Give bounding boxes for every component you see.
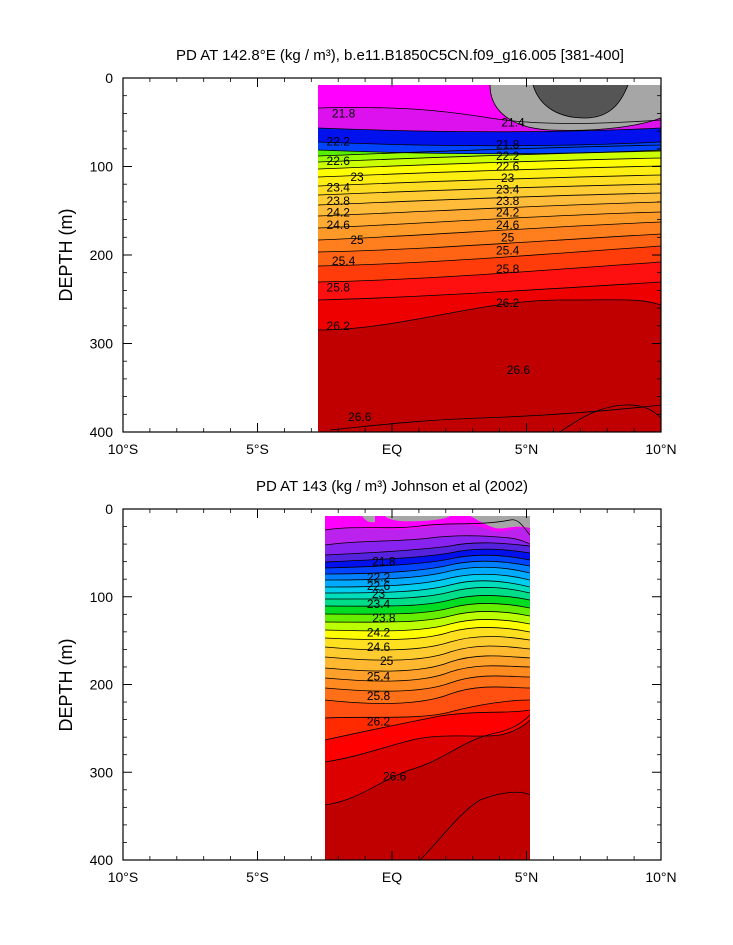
bottom-contour-label: 22.6 [367, 579, 391, 593]
top-panel: PD AT 142.8°E (kg / m³), b.e11.B1850C5CN… [56, 47, 677, 457]
top-axes: 10°S 5°S EQ 5°N 10°N 0 100 200 300 400 [90, 70, 677, 457]
bottom-x-tick-label: 10°S [108, 869, 139, 885]
top-ylabel: DEPTH (m) [56, 209, 76, 302]
top-x-tick-label: EQ [382, 441, 402, 457]
bottom-contour-label: 24.6 [367, 640, 391, 654]
top-contour-label: 23 [501, 171, 515, 185]
top-contour-label: 25.4 [496, 244, 520, 258]
top-contour-label: 25 [350, 233, 364, 247]
bottom-contour-label: 24.2 [367, 626, 391, 640]
bottom-contour-label: 23.8 [372, 611, 396, 625]
bottom-y-tick-label: 0 [105, 501, 113, 517]
top-contour-label: 21.8 [332, 106, 356, 120]
top-contour-label: 23.8 [496, 194, 520, 208]
top-contour-label: 24.2 [496, 206, 520, 220]
top-contour-lines [318, 84, 661, 432]
bottom-contour-label: 22.2 [367, 570, 391, 584]
top-contour-label: 24.2 [327, 206, 351, 220]
bottom-contour-label: 26.2 [367, 714, 391, 728]
top-contour-label: 24.6 [496, 218, 520, 232]
top-contour-label: 23.4 [496, 183, 520, 197]
top-contour-label: 21.8 [496, 137, 520, 151]
bottom-title: PD AT 143 (kg / m³) Johnson et al (2002) [256, 478, 528, 495]
top-contour-label: 23.8 [327, 194, 351, 208]
top-contour-label: 26.6 [507, 363, 531, 377]
top-contour-label: 22.6 [327, 154, 351, 168]
bottom-y-tick-label: 200 [90, 677, 114, 693]
bottom-contour-label: 25.8 [367, 689, 391, 703]
top-contour-label: 25 [501, 230, 515, 244]
bottom-contour-label: 25 [380, 654, 394, 668]
bottom-axes: 10°S 5°S EQ 5°N 10°N 0 100 200 300 400 [90, 501, 677, 885]
bottom-y-tick-label: 300 [90, 764, 114, 780]
bottom-y-tick-label: 100 [90, 589, 114, 605]
top-y-tick-label: 300 [90, 336, 114, 352]
top-contour-label: 25.8 [496, 262, 520, 276]
top-x-tick-label: 5°S [246, 441, 269, 457]
top-y-tick-label: 200 [90, 247, 114, 263]
top-y-tick-label: 400 [90, 424, 114, 440]
top-contour-label: 26.2 [496, 296, 520, 310]
top-contour-label: 22.2 [327, 135, 351, 149]
bottom-x-tick-label: EQ [382, 869, 402, 885]
bottom-y-tick-label: 400 [90, 852, 114, 868]
top-contour-label: 22.6 [496, 160, 520, 174]
top-x-tick-label: 10°S [108, 441, 139, 457]
top-contour-label: 21.4 [501, 115, 525, 129]
top-x-tick-label: 5°N [515, 441, 539, 457]
top-x-tick-label: 10°N [645, 441, 676, 457]
top-contour-label: 22.2 [496, 149, 520, 163]
top-title: PD AT 142.8°E (kg / m³), b.e11.B1850C5CN… [176, 47, 624, 64]
bottom-contour-label: 26.6 [383, 770, 407, 784]
bottom-panel: PD AT 143 (kg / m³) Johnson et al (2002) [56, 478, 677, 885]
top-contour-label: 25.4 [332, 254, 356, 268]
top-contour-label: 26.2 [327, 319, 351, 333]
bottom-contour-lines [325, 519, 530, 860]
top-contour-fill [318, 78, 661, 432]
bottom-x-tick-label: 5°S [246, 869, 269, 885]
bottom-contour-label: 23 [372, 587, 386, 601]
bottom-contour-label: 21.8 [372, 555, 396, 569]
bottom-ylabel: DEPTH (m) [56, 639, 76, 732]
bottom-contour-label: 23.4 [367, 597, 391, 611]
top-contour-label: 25.8 [327, 281, 351, 295]
bottom-x-tick-label: 10°N [645, 869, 676, 885]
top-y-tick-label: 0 [105, 70, 113, 86]
bottom-contour-label: 25.4 [367, 670, 391, 684]
top-contour-label: 23 [350, 170, 364, 184]
top-y-tick-label: 100 [90, 159, 114, 175]
bottom-x-tick-label: 5°N [515, 869, 539, 885]
top-contour-label: 23.4 [327, 181, 351, 195]
top-contour-label: 26.6 [348, 410, 372, 424]
top-contour-label: 24.6 [327, 218, 351, 232]
